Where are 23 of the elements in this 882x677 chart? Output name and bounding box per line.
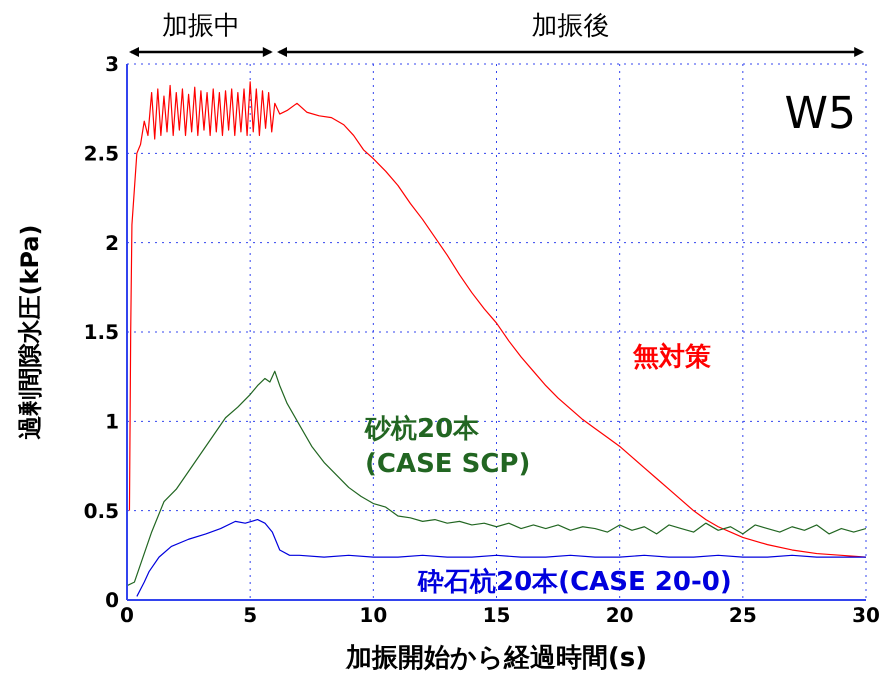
line-series	[136, 519, 866, 598]
y-axis-title: 過剰間隙水圧(kPa)	[15, 224, 45, 440]
y-tick-label: 3	[105, 52, 119, 76]
series-label: 砕石杭20本(CASE 20-0)	[418, 566, 732, 599]
text: 加振中	[162, 10, 240, 43]
y-tick-label: 2	[105, 230, 119, 255]
y-tick-label: 0.5	[84, 498, 119, 523]
x-tick-label: 15	[482, 603, 510, 628]
text: 加振後	[531, 10, 610, 43]
x-tick-label: 0	[120, 603, 134, 628]
y-tick-label: 2.5	[84, 141, 119, 166]
x-tick-label: 5	[243, 603, 258, 628]
text: 無対策	[633, 341, 711, 374]
y-tick-label: 0	[105, 588, 119, 612]
x-tick-label: 25	[728, 603, 757, 628]
y-tick-label: 1.5	[84, 320, 119, 344]
x-axis-title: 加振開始から経過時間(s)	[344, 642, 648, 675]
x-tick-label: 20	[606, 603, 634, 628]
y-tick-label: 1	[105, 409, 119, 434]
x-tick-label: 30	[852, 603, 880, 628]
x-tick-label: 10	[359, 603, 388, 628]
series-label: 砂杭20本 (CASE SCP)	[365, 413, 530, 482]
annotation: W5	[784, 88, 856, 139]
